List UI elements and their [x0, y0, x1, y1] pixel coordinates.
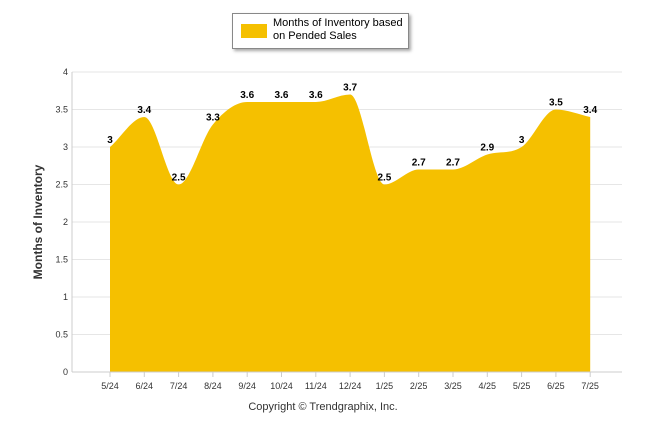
data-label: 3.7: [343, 83, 357, 94]
y-tick-label: 0.5: [55, 330, 68, 340]
y-tick-label: 1.5: [55, 255, 68, 265]
x-tick-label: 10/24: [270, 381, 293, 391]
x-tick-label: 9/24: [238, 381, 256, 391]
legend[interactable]: Months of Inventory based on Pended Sale…: [232, 13, 409, 49]
data-label: 3: [519, 135, 525, 146]
legend-label: Months of Inventory based on Pended Sale…: [273, 17, 403, 42]
data-label: 3.6: [240, 90, 254, 101]
x-tick-label: 6/24: [136, 381, 154, 391]
x-tick-label: 1/25: [376, 381, 394, 391]
y-tick-label: 0: [63, 367, 68, 377]
y-axis-title: Months of Inventory: [31, 164, 45, 280]
x-tick-label: 8/24: [204, 381, 222, 391]
data-label: 3: [107, 135, 113, 146]
y-tick-label: 2: [63, 217, 68, 227]
x-tick-label: 6/25: [547, 381, 565, 391]
data-label: 2.5: [377, 173, 391, 184]
legend-swatch: [241, 24, 267, 38]
x-tick-label: 12/24: [339, 381, 362, 391]
area-fill: [110, 94, 591, 372]
y-tick-label: 1: [63, 292, 68, 302]
data-label: 3.6: [275, 90, 289, 101]
data-label: 3.6: [309, 90, 323, 101]
data-label: 2.7: [412, 158, 426, 169]
x-tick-label: 7/25: [581, 381, 599, 391]
y-tick-label: 2.5: [55, 180, 68, 190]
x-tick-label: 5/25: [513, 381, 531, 391]
area-series: [110, 94, 591, 372]
x-tick-label: 3/25: [444, 381, 462, 391]
x-tick-label: 11/24: [305, 381, 327, 391]
data-label: 3.3: [206, 113, 220, 124]
data-label: 2.7: [446, 158, 460, 169]
data-label: 2.5: [172, 173, 186, 184]
data-labels: 3 3.4 2.5 3.3 3.6 3.6 3.6 3.7 2.5 2.7 2.7 2.9 3 3.5 3.…: [107, 83, 597, 184]
data-label: 3.4: [137, 105, 151, 116]
x-tick-label: 7/24: [170, 381, 188, 391]
copyright-footer: Copyright © Trendgraphix, Inc.: [248, 401, 398, 413]
axes: 0 0.5 1 1.5 2 2.5 3 3.5 4 5/24 6/24 7/24 8/24 9/24 10/…: [55, 67, 622, 391]
x-tick-label: 4/25: [479, 381, 497, 391]
data-label: 2.9: [480, 143, 494, 154]
x-tick-label: 2/25: [410, 381, 428, 391]
y-tick-label: 3: [63, 142, 68, 152]
data-label: 3.5: [549, 98, 563, 109]
x-tick-label: 5/24: [101, 381, 119, 391]
data-label: 3.4: [583, 105, 597, 116]
y-tick-label: 3.5: [55, 105, 68, 115]
y-tick-label: 4: [63, 67, 68, 77]
